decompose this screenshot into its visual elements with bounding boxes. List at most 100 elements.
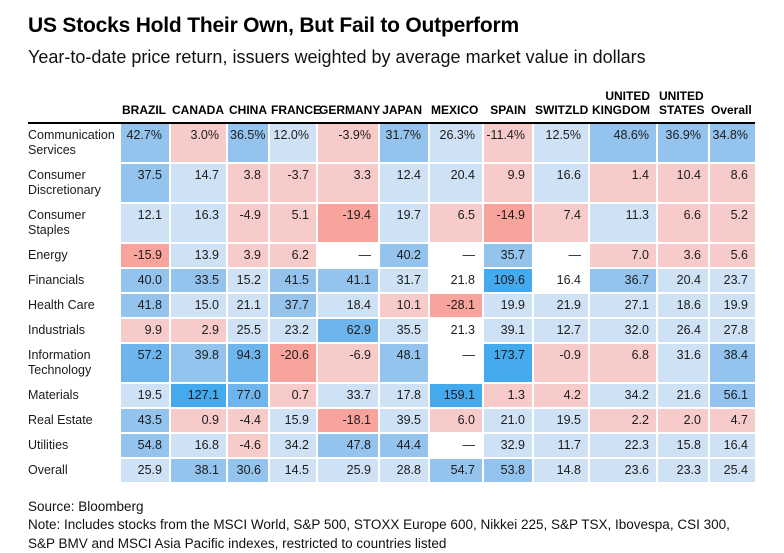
heatmap-cell: 21.9 <box>532 291 589 318</box>
heatmap-cell: 32.9 <box>482 431 533 458</box>
row-label: Information Technology <box>28 341 120 383</box>
table-row: Communication Services 42.7% 3.0% 36.5% 12.0… <box>28 121 755 163</box>
heatmap-cell: 39.8 <box>169 341 227 383</box>
row-label: Industrials <box>28 316 120 343</box>
heatmap-cell: 19.5 <box>532 406 589 433</box>
heatmap-table: BRAZIL CANADA CHINA FRANCE GERMANY JAPAN MEXIC… <box>28 89 755 482</box>
heatmap-cell: 14.7 <box>169 161 227 203</box>
column-header-germany: GERMANY <box>317 89 380 124</box>
heatmap-cell: 5.2 <box>708 201 755 243</box>
heatmap-cell: 109.6 <box>482 266 533 293</box>
heatmap-cell: 12.7 <box>532 316 589 343</box>
heatmap-cell: -19.4 <box>316 201 379 243</box>
heatmap-cell: 16.4 <box>532 266 589 293</box>
heatmap-cell: 13.9 <box>169 241 227 268</box>
heatmap-cell: 37.5 <box>119 161 170 203</box>
note-line: Note: Includes stocks from the MSCI Worl… <box>28 517 730 551</box>
heatmap-cell: 12.4 <box>378 161 429 203</box>
heatmap-cell: — <box>428 431 483 458</box>
heatmap-cell: 14.8 <box>532 456 589 482</box>
heatmap-cell: 36.5% <box>226 121 269 163</box>
heatmap-cell: 43.5 <box>119 406 170 433</box>
table-row: Industrials 9.9 2.9 25.5 23.2 62.9 35.5 21.3 39.… <box>28 316 755 343</box>
heatmap-cell: -6.9 <box>316 341 379 383</box>
heatmap-cell: — <box>428 241 483 268</box>
chart-subtitle: Year-to-date price return, issuers weigh… <box>28 47 646 67</box>
heatmap-cell: 3.8 <box>226 161 269 203</box>
heatmap-cell: 19.9 <box>482 291 533 318</box>
heatmap-cell: 28.8 <box>378 456 429 482</box>
heatmap-cell: 21.0 <box>482 406 533 433</box>
heatmap-cell: 11.7 <box>532 431 589 458</box>
heatmap-cell: 11.3 <box>588 201 657 243</box>
heatmap-cell: 3.6 <box>656 241 709 268</box>
heatmap-cell: -15.9 <box>119 241 170 268</box>
table-row: Consumer Discretionary 37.5 14.7 3.8 -3.7 3.3… <box>28 161 755 203</box>
heatmap-cell: 3.9 <box>226 241 269 268</box>
heatmap-cell: 3.3 <box>316 161 379 203</box>
heatmap-cell: -4.6 <box>226 431 269 458</box>
heatmap-cell: 38.1 <box>169 456 227 482</box>
heatmap-cell: 36.7 <box>588 266 657 293</box>
chart-footer: Source: Bloomberg Note: Includes stocks … <box>28 498 756 553</box>
heatmap-cell: 21.1 <box>226 291 269 318</box>
heatmap-cell: -20.6 <box>268 341 317 383</box>
heatmap-cell: 8.6 <box>708 161 755 203</box>
heatmap-cell: 42.7% <box>119 121 170 163</box>
heatmap-cell: 2.9 <box>169 316 227 343</box>
heatmap-cell: 3.0% <box>169 121 227 163</box>
heatmap-cell: 16.4 <box>708 431 755 458</box>
row-label: Health Care <box>28 291 120 318</box>
row-label: Consumer Discretionary <box>28 161 120 203</box>
heatmap-cell: 17.8 <box>378 381 429 408</box>
heatmap-cell: 25.9 <box>316 456 379 482</box>
heatmap-cell: 127.1 <box>169 381 227 408</box>
heatmap-cell: 20.4 <box>656 266 709 293</box>
heatmap-cell: 31.7% <box>378 121 429 163</box>
heatmap-cell: — <box>428 341 483 383</box>
row-label: Consumer Staples <box>28 201 120 243</box>
column-header-china: CHINA <box>227 89 269 124</box>
heatmap-cell: 25.4 <box>708 456 755 482</box>
heatmap-cell: 94.3 <box>226 341 269 383</box>
heatmap-cell: 15.0 <box>169 291 227 318</box>
heatmap-cell: 77.0 <box>226 381 269 408</box>
heatmap-cell: -0.9 <box>532 341 589 383</box>
heatmap-cell: 9.9 <box>119 316 170 343</box>
heatmap-cell: 14.5 <box>268 456 317 482</box>
heatmap-cell: 4.2 <box>532 381 589 408</box>
heatmap-cell: -28.1 <box>428 291 483 318</box>
table-row: Overall 25.9 38.1 30.6 14.5 25.9 28.8 54.7 53.8 1… <box>28 456 755 482</box>
heatmap-cell: 12.5% <box>532 121 589 163</box>
heatmap-cell: 35.5 <box>378 316 429 343</box>
heatmap-cell: 10.1 <box>378 291 429 318</box>
heatmap-cell: 31.6 <box>656 341 709 383</box>
row-label: Energy <box>28 241 120 268</box>
heatmap-cell: 23.3 <box>656 456 709 482</box>
heatmap-cell: 6.5 <box>428 201 483 243</box>
heatmap-cell: 48.1 <box>378 341 429 383</box>
heatmap-cell: -14.9 <box>482 201 533 243</box>
heatmap-cell: 31.7 <box>378 266 429 293</box>
source-line: Source: Bloomberg <box>28 498 144 514</box>
heatmap-cell: 53.8 <box>482 456 533 482</box>
row-label: Communication Services <box>28 121 120 163</box>
heatmap-cell: 19.9 <box>708 291 755 318</box>
heatmap-cell: 16.3 <box>169 201 227 243</box>
table-row: Real Estate 43.5 0.9 -4.4 15.9 -18.1 39.5 6.0 21… <box>28 406 755 433</box>
heatmap-cell: 159.1 <box>428 381 483 408</box>
heatmap-cell: 25.9 <box>119 456 170 482</box>
heatmap-cell: 32.0 <box>588 316 657 343</box>
heatmap-cell: 5.6 <box>708 241 755 268</box>
heatmap-cell: 1.3 <box>482 381 533 408</box>
heatmap-cell: 62.9 <box>316 316 379 343</box>
heatmap-cell: 33.7 <box>316 381 379 408</box>
heatmap-cell: 39.1 <box>482 316 533 343</box>
heatmap-cell: 0.7 <box>268 381 317 408</box>
heatmap-cell: 4.7 <box>708 406 755 433</box>
column-header-canada: CANADA <box>170 89 227 124</box>
table-header-row: BRAZIL CANADA CHINA FRANCE GERMANY JAPAN MEXIC… <box>28 89 755 124</box>
heatmap-cell: 7.0 <box>588 241 657 268</box>
heatmap-cell: 19.7 <box>378 201 429 243</box>
